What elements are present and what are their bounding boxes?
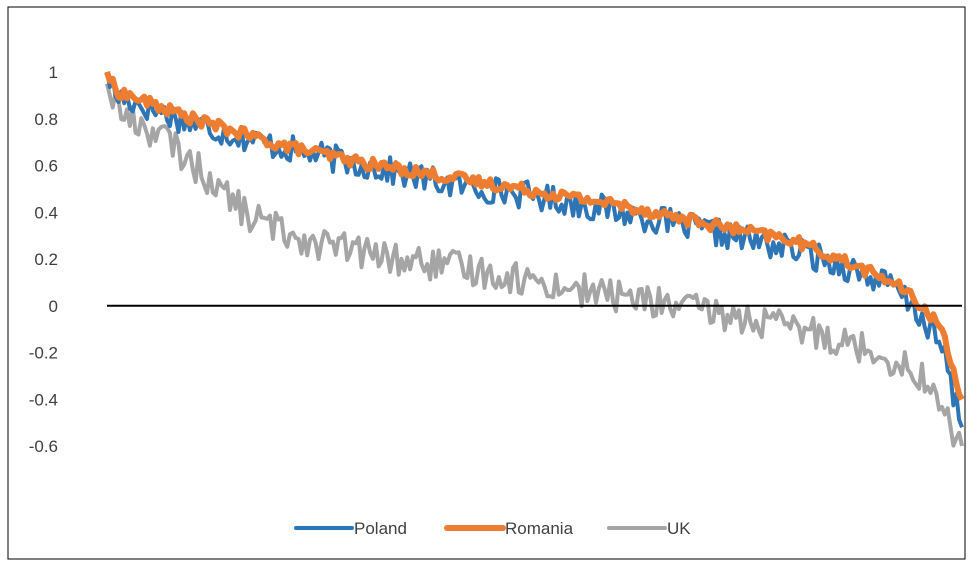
y-tick-label: 0.8 bbox=[34, 110, 58, 129]
legend-label-poland: Poland bbox=[354, 519, 407, 538]
legend-item-uk: UK bbox=[607, 519, 691, 538]
series-line-romania bbox=[104, 71, 965, 401]
y-tick-label: -0.6 bbox=[29, 437, 58, 456]
legend-label-uk: UK bbox=[667, 519, 691, 538]
y-tick-label: -0.4 bbox=[29, 390, 58, 409]
series-line-uk bbox=[105, 83, 964, 448]
legend-label-romania: Romania bbox=[505, 519, 574, 538]
y-axis-tick-labels: 1 0.8 0.6 0.4 0.2 0 -0.2 -0.4 -0.6 bbox=[29, 63, 58, 456]
y-tick-label: -0.2 bbox=[29, 344, 58, 363]
legend: Poland Romania UK bbox=[294, 519, 691, 538]
y-tick-label: 0.2 bbox=[34, 250, 58, 269]
legend-item-poland: Poland bbox=[294, 519, 407, 538]
legend-item-romania: Romania bbox=[444, 519, 574, 538]
y-tick-label: 0.4 bbox=[34, 203, 58, 222]
y-tick-label: 0 bbox=[49, 297, 58, 316]
y-tick-label: 1 bbox=[49, 63, 58, 82]
series-lines bbox=[104, 71, 965, 448]
y-tick-label: 0.6 bbox=[34, 157, 58, 176]
